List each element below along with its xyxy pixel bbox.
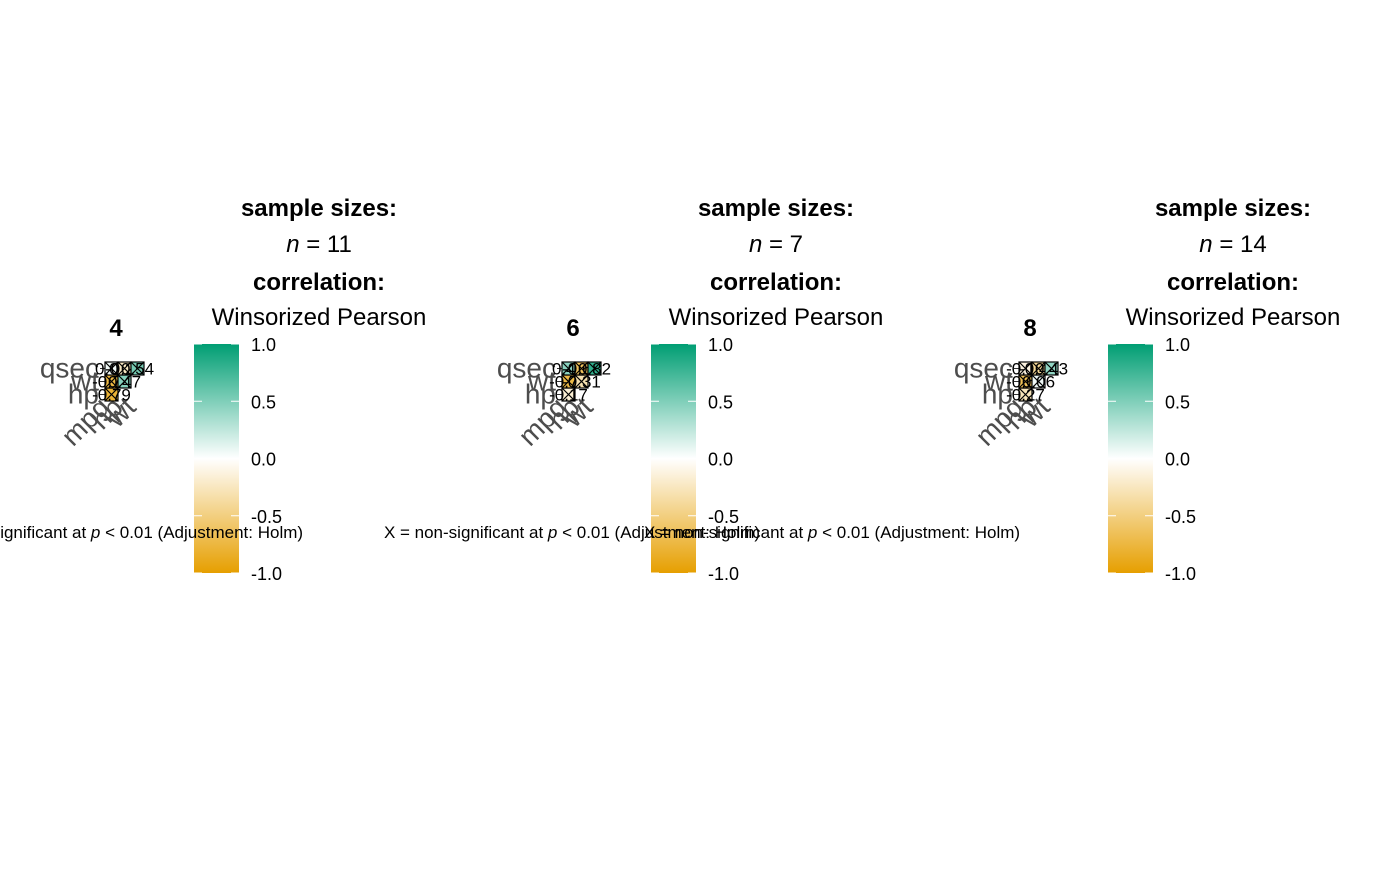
cell-value-label: 0.06: [1022, 373, 1055, 392]
y-label-hp: hp: [68, 379, 99, 410]
nonsig-cross: [561, 361, 576, 376]
colorbar-tick-label: 0.0: [1165, 450, 1190, 470]
y-label-wt: wt: [70, 366, 99, 397]
legend-heading-correlation: correlation:: [253, 269, 385, 296]
cell-value-label: -0.17: [549, 386, 588, 405]
colorbar-tick-label: -1.0: [708, 564, 739, 584]
cell-value-label: 0.54: [121, 360, 154, 379]
colorbar-tick-label: 1.0: [1165, 335, 1190, 355]
colorbar-tick-label: 1.0: [251, 335, 276, 355]
panel-8: 8qsecwthpmpghpwt-0.27-0.66-0.120.06-0.41…: [954, 195, 1341, 584]
y-label-hp: hp: [982, 379, 1013, 410]
colorbar-tick-label: -0.5: [251, 507, 282, 527]
nonsig-cross: [104, 387, 119, 402]
panel-caption: X = non-significant at p < 0.01 (Adjustm…: [384, 523, 760, 542]
nonsig-cross: [104, 361, 119, 376]
cell-value-label: 0.47: [108, 373, 141, 392]
y-label-wt: wt: [527, 366, 556, 397]
legend-heading-correlation: correlation:: [1167, 269, 1299, 296]
n-symbol: n: [1199, 231, 1212, 258]
nonsig-cross: [130, 361, 145, 376]
n-symbol: n: [286, 231, 299, 258]
legend-sample-size: n = 11: [286, 231, 352, 258]
n-value: = 14: [1213, 231, 1267, 258]
legend-heading-sizes: sample sizes:: [698, 195, 854, 222]
panel-title: 4: [109, 315, 123, 342]
y-label-qsec: qsec: [954, 353, 1013, 384]
nonsig-cross: [104, 374, 119, 389]
cell-value-label: -0.27: [1006, 386, 1045, 405]
panel-title: 6: [566, 315, 579, 342]
colorbar-tick-label: 1.0: [708, 335, 733, 355]
nonsig-cross: [561, 387, 576, 402]
cell-value-label: -0.31: [562, 373, 601, 392]
legend-method: Winsorized Pearson: [669, 304, 884, 331]
nonsig-cross: [117, 361, 132, 376]
nonsig-cross: [587, 361, 602, 376]
nonsig-cross: [561, 374, 576, 389]
n-symbol: n: [749, 231, 762, 258]
colorbar-tick-label: 0.5: [708, 392, 733, 412]
nonsig-cross: [1031, 374, 1046, 389]
nonsig-cross: [574, 374, 589, 389]
panel-caption: X = non-significant at p < 0.01 (Adjustm…: [0, 523, 303, 542]
colorbar-tick-label: -1.0: [251, 564, 282, 584]
n-value: = 7: [762, 231, 803, 258]
colorbar-tick-label: 0.0: [251, 450, 276, 470]
nonsig-cross: [1031, 361, 1046, 376]
colorbar-tick-label: 0.0: [708, 450, 733, 470]
colorbar-tick-label: 0.5: [251, 392, 276, 412]
nonsig-cross: [117, 374, 132, 389]
n-value: = 11: [300, 231, 352, 258]
cell-value-label: -0.79: [92, 386, 131, 405]
colorbar-tick-label: -1.0: [1165, 564, 1196, 584]
cell-value-label: 0.82: [578, 360, 611, 379]
nonsig-cross: [1044, 361, 1059, 376]
nonsig-cross: [574, 361, 589, 376]
colorbar-tick-label: 0.5: [1165, 392, 1190, 412]
panel-caption: X = non-significant at p < 0.01 (Adjustm…: [644, 523, 1020, 542]
nonsig-cross: [1018, 387, 1033, 402]
y-label-qsec: qsec: [497, 353, 556, 384]
legend-method: Winsorized Pearson: [212, 304, 427, 331]
y-label-qsec: qsec: [40, 353, 99, 384]
legend-heading-sizes: sample sizes:: [241, 195, 397, 222]
legend-method: Winsorized Pearson: [1126, 304, 1341, 331]
y-label-hp: hp: [525, 379, 556, 410]
legend-heading-correlation: correlation:: [710, 269, 842, 296]
colorbar-tick-label: -0.5: [708, 507, 739, 527]
cell-value-label: 0.43: [1035, 360, 1068, 379]
legend-sample-size: n = 7: [749, 231, 803, 258]
nonsig-cross: [1018, 361, 1033, 376]
legend-heading-sizes: sample sizes:: [1155, 195, 1311, 222]
colorbar-tick-label: -0.5: [1165, 507, 1196, 527]
nonsig-cross: [1018, 374, 1033, 389]
y-label-wt: wt: [984, 366, 1013, 397]
legend-sample-size: n = 14: [1199, 231, 1266, 258]
panel-title: 8: [1023, 315, 1036, 342]
